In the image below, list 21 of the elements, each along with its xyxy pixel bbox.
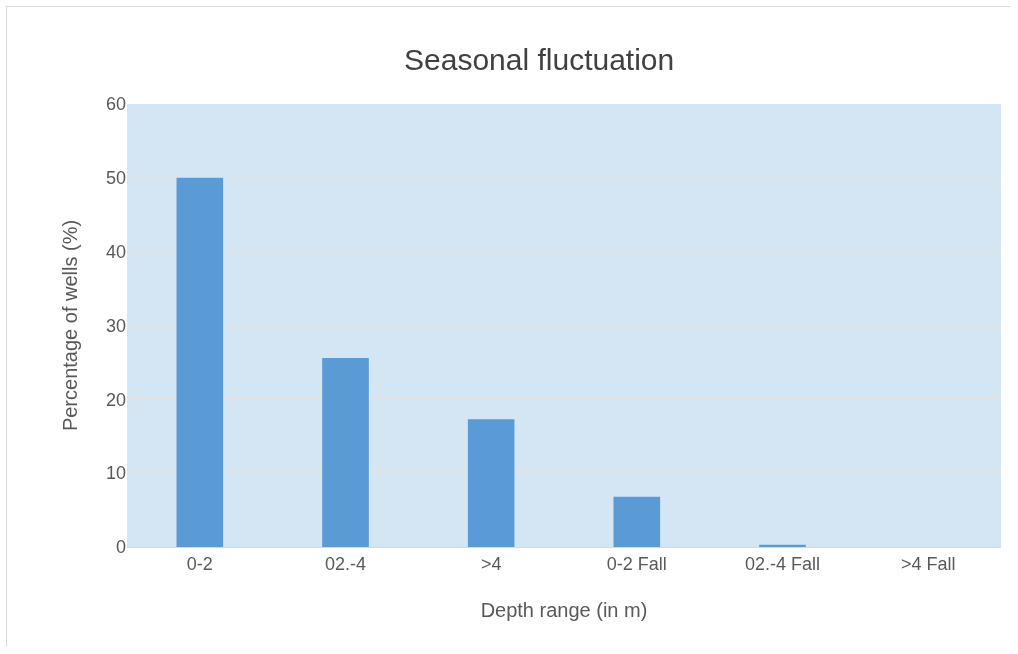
y-tick-label: 60 bbox=[105, 94, 126, 115]
y-tick-label: 50 bbox=[105, 168, 126, 189]
bar bbox=[322, 357, 369, 547]
bar bbox=[467, 419, 515, 547]
bar bbox=[759, 544, 806, 547]
x-tick-label: 02.-4 bbox=[324, 553, 367, 574]
y-tick-label: 10 bbox=[105, 463, 126, 484]
x-tick-label: 0-2 bbox=[186, 553, 213, 574]
x-tick-label: 0-2 Fall bbox=[606, 553, 667, 574]
y-tick-label: 20 bbox=[105, 389, 126, 410]
y-tick-label: 0 bbox=[115, 537, 126, 558]
x-tick-label: >4 bbox=[480, 553, 502, 574]
y-tick-label: 40 bbox=[105, 241, 126, 262]
y-tick-label: 30 bbox=[105, 315, 126, 336]
x-tick-label: >4 Fall bbox=[900, 553, 956, 574]
x-axis-title: Depth range (in m) bbox=[480, 599, 648, 621]
bar bbox=[176, 177, 224, 547]
x-tick-label: 02.-4 Fall bbox=[744, 553, 821, 574]
y-axis-title: Percentage of wells (%) bbox=[59, 219, 81, 432]
chart-title: Seasonal fluctuation bbox=[404, 42, 675, 76]
bar bbox=[613, 496, 661, 547]
